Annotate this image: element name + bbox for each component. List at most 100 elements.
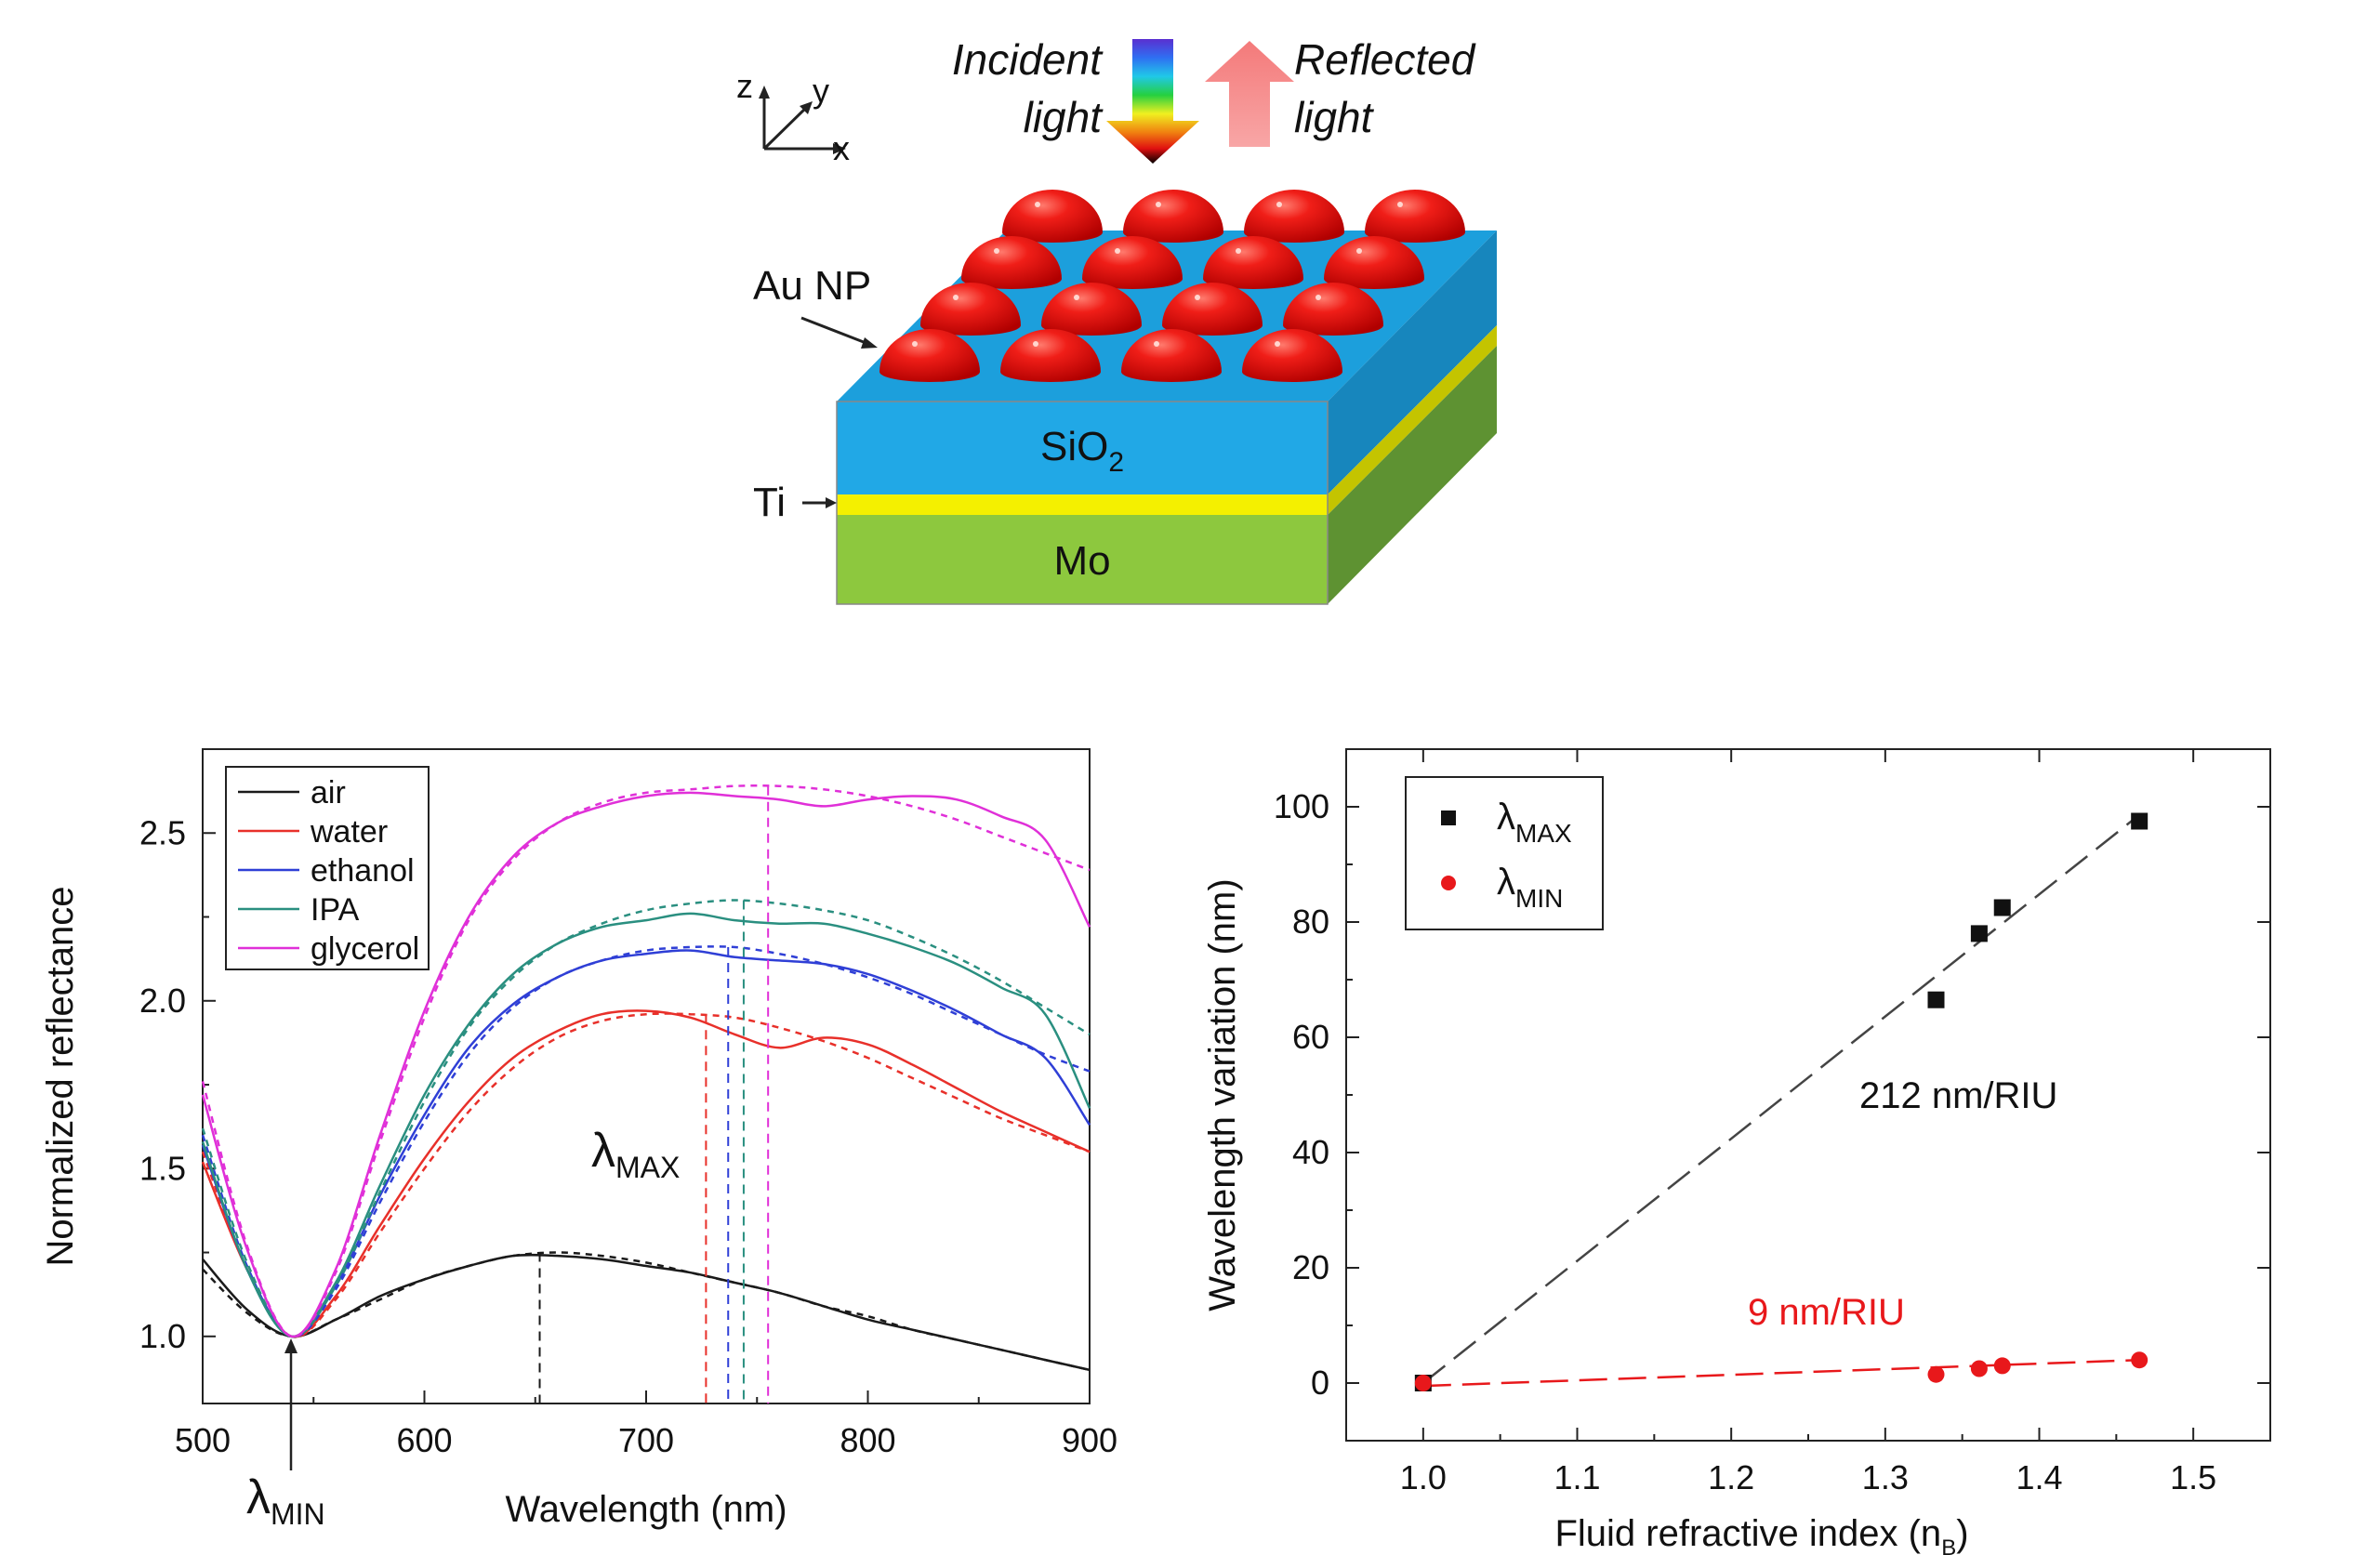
ti-layer <box>837 494 1328 515</box>
legend-label-min: λMIN <box>1497 862 1563 913</box>
au-nanoparticle-icon <box>1002 190 1103 243</box>
nanoparticle-highlight <box>1236 248 1241 254</box>
fit-label-max: 212 nm/RIU <box>1859 1075 2057 1116</box>
au-nanoparticle-icon <box>1162 283 1263 336</box>
fit-line-max <box>1422 813 2140 1384</box>
series-line-ethanol <box>201 949 1091 1338</box>
chart1-xlabel: Wavelength (nm) <box>505 1489 787 1530</box>
incident-label-line1: Incident <box>952 35 1104 84</box>
series-line-ipa <box>201 912 1091 1338</box>
au-nanoparticle-icon <box>1123 190 1223 243</box>
au-nanoparticle-icon <box>1041 283 1142 336</box>
point-max <box>1970 925 1988 942</box>
lambda-max-annotation: λMAX <box>591 1124 680 1184</box>
reflected-light-arrow-icon <box>1205 41 1294 147</box>
chart2-ytick-label: 0 <box>1311 1364 1329 1402</box>
legend-marker-max <box>1441 810 1456 825</box>
au-nanoparticle-array <box>879 190 1465 382</box>
chart1-series <box>201 784 1091 1372</box>
chart2-ytick-label: 60 <box>1292 1018 1329 1056</box>
point-min <box>1414 1375 1432 1391</box>
nanoparticle-highlight <box>1154 341 1159 347</box>
chart1-ytick-label: 2.5 <box>139 813 186 851</box>
au-nanoparticle-icon <box>1203 236 1303 289</box>
point-max <box>1927 991 1945 1008</box>
point-min <box>2131 1351 2149 1369</box>
chart1-xtick-label: 600 <box>396 1421 452 1459</box>
nanoparticle-highlight <box>912 341 918 347</box>
chart2-ylabel: Wavelength variation (nm) <box>1202 878 1243 1311</box>
au-nanoparticle-icon <box>1283 283 1383 336</box>
nanoparticle-highlight <box>994 248 999 254</box>
sio2-side-face <box>1328 231 1497 494</box>
nanoparticle-highlight <box>1156 202 1161 207</box>
chart1-ytick-label: 1.5 <box>139 1149 186 1187</box>
nanoparticle-highlight <box>1316 295 1321 300</box>
chart2-xtick-label: 1.2 <box>1708 1458 1754 1496</box>
chart1-ticks: 500 600 700 800 900 1.0 1.5 2.0 2.5 <box>139 813 1117 1459</box>
incident-label-line2: light <box>1024 93 1104 141</box>
au-nanoparticle-icon <box>1365 190 1465 243</box>
mo-label: Mo <box>1053 538 1110 584</box>
point-min <box>1927 1365 1945 1383</box>
fit-label-min: 9 nm/RIU <box>1748 1292 1905 1333</box>
chart2-ytick-label: 20 <box>1292 1248 1329 1286</box>
incident-light-arrow-icon <box>1106 39 1199 164</box>
chart2-xtick-label: 1.3 <box>1862 1458 1909 1496</box>
nanoparticle-highlight <box>953 295 959 300</box>
au-nanoparticle-icon <box>1121 329 1222 382</box>
au-nanoparticle-icon <box>1000 329 1101 382</box>
reflected-label-line2: light <box>1294 93 1375 141</box>
nanoparticle-highlight <box>1115 248 1120 254</box>
legend-marker-min <box>1441 876 1456 890</box>
chart1-ytick-label: 2.0 <box>139 982 186 1020</box>
chart2-fit-lines <box>1422 813 2140 1388</box>
nanoparticle-highlight <box>1275 341 1280 347</box>
axis-x-label: x <box>833 129 850 167</box>
nanoparticle-highlight <box>1035 202 1040 207</box>
nanoparticle-highlight <box>1074 295 1079 300</box>
nanoparticle-highlight <box>1356 248 1362 254</box>
chart2-xtick-label: 1.0 <box>1400 1458 1447 1496</box>
chart1-xtick-label: 800 <box>840 1421 895 1459</box>
chart2-xtick-label: 1.4 <box>2016 1458 2062 1496</box>
au-np-label: Au NP <box>753 263 871 309</box>
ti-pointer-arrow-icon <box>802 497 837 508</box>
fit-line-min <box>1422 1358 2140 1388</box>
legend-label-air: air <box>311 775 346 810</box>
au-nanoparticle-icon <box>1242 329 1342 382</box>
lambda-min-annotation: λMIN <box>246 1470 325 1531</box>
nanoparticle-highlight <box>1195 295 1200 300</box>
reflected-label-line1: Reflected <box>1294 35 1476 84</box>
chart2-xlabel: Fluid refractive index (nB) <box>1554 1513 1968 1555</box>
chart1-xtick-label: 900 <box>1062 1421 1117 1459</box>
legend-label-glycerol: glycerol <box>311 931 419 967</box>
au-nanoparticle-icon <box>1244 190 1344 243</box>
au-nanoparticle-icon <box>1082 236 1183 289</box>
series-line-air <box>202 1253 1091 1372</box>
reflectance-chart: 500 600 700 800 900 1.0 1.5 2.0 2.5 Wavelength (… <box>40 748 1117 1531</box>
point-min <box>1993 1357 2011 1375</box>
device-diagram: z y x Incident light Reflected light SiO… <box>736 35 1497 605</box>
nanoparticle-highlight <box>1276 202 1282 207</box>
sio2-layer <box>837 402 1328 494</box>
series-line-water <box>201 1009 1091 1338</box>
point-max <box>2131 812 2149 830</box>
sensitivity-chart: 1.0 1.1 1.2 1.3 1.4 1.5 0 20 40 60 80 100 212 nm/RI… <box>1202 748 2271 1555</box>
axis-z-label: z <box>736 67 753 105</box>
chart2-ytick-label: 100 <box>1274 787 1329 825</box>
ti-label: Ti <box>753 480 786 525</box>
chart1-lambda-max-markers <box>538 785 770 1403</box>
legend-label-ipa: IPA <box>311 892 360 928</box>
chart2-xtick-label: 1.1 <box>1554 1458 1600 1496</box>
nanoparticle-highlight <box>1033 341 1038 347</box>
series-fit-ethanol <box>201 945 1091 1338</box>
mo-side-face <box>1328 346 1497 604</box>
series-fit-water <box>201 1012 1091 1338</box>
coordinate-axes-icon <box>759 86 846 154</box>
au-nanoparticle-icon <box>1324 236 1424 289</box>
point-min <box>1970 1360 1988 1377</box>
chart2-legend: λMAX λMIN <box>1405 776 1604 930</box>
